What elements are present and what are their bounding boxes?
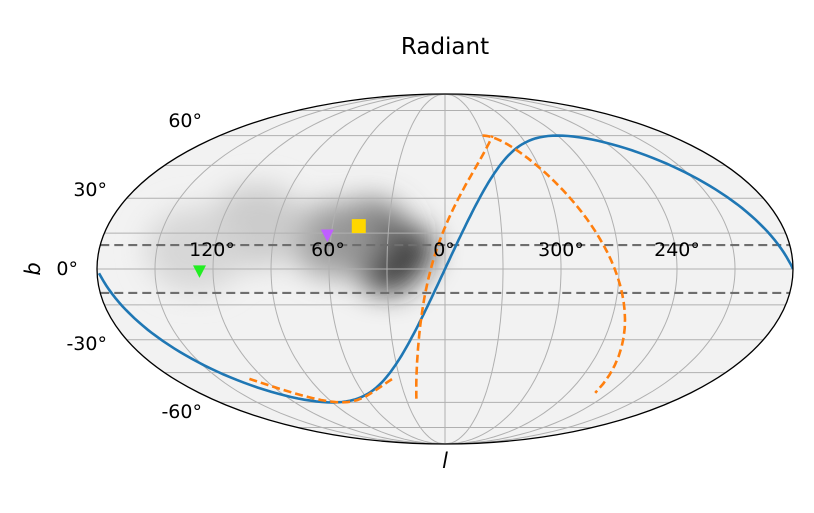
curves bbox=[97, 134, 793, 404]
density-blob bbox=[145, 207, 245, 293]
y-tick-labels: 60° 30° 0° -30° -60° bbox=[56, 110, 202, 423]
x-tick-label: 0° bbox=[433, 239, 455, 261]
y-tick-label: 30° bbox=[73, 179, 107, 201]
reference-lines bbox=[100, 243, 790, 295]
square-marker bbox=[351, 219, 366, 234]
x-tick-label: 120° bbox=[189, 239, 235, 261]
x-tick-label: 240° bbox=[654, 239, 700, 261]
markers bbox=[192, 219, 366, 278]
small-circle-curve bbox=[248, 377, 394, 404]
graticule bbox=[97, 94, 793, 444]
triangle-marker bbox=[192, 265, 206, 278]
sky-map bbox=[97, 94, 793, 444]
chart-title: Radiant bbox=[401, 34, 489, 60]
x-tick-labels: 120° 60° 0° 300° 240° bbox=[189, 239, 700, 261]
small-circle-curve bbox=[415, 135, 494, 399]
y-tick-label: 0° bbox=[56, 258, 78, 280]
x-axis-label: l bbox=[442, 449, 448, 473]
great-circle-curve bbox=[97, 134, 793, 404]
triangle-marker bbox=[320, 229, 334, 243]
small-circle-curve bbox=[482, 134, 627, 394]
y-axis-label: b bbox=[21, 262, 45, 275]
y-tick-label: -30° bbox=[66, 333, 107, 355]
x-tick-label: 60° bbox=[311, 239, 345, 261]
x-tick-label: 300° bbox=[538, 239, 584, 261]
y-tick-label: -60° bbox=[161, 401, 202, 423]
y-tick-label: 60° bbox=[168, 110, 202, 132]
sky-outline bbox=[96, 93, 794, 445]
